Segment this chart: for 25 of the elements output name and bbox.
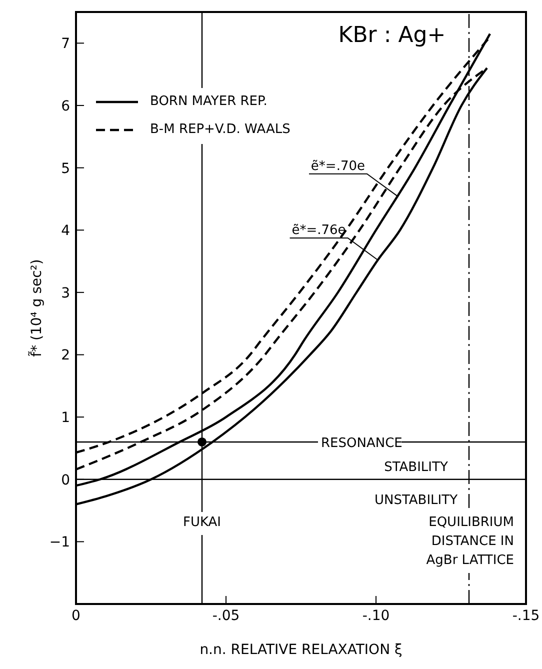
ref-line-label: EQUILIBRIUM DISTANCE IN AgBr LATTICE bbox=[426, 515, 514, 568]
y-tick-label: 4 bbox=[61, 223, 70, 240]
y-tick-label: 0 bbox=[61, 472, 70, 488]
text: KBr : Ag+ bbox=[338, 23, 446, 48]
y-tick-label: −1 bbox=[49, 534, 70, 551]
y-tick-label: 5 bbox=[61, 160, 70, 177]
legend-label: BORN MAYER REP. bbox=[150, 93, 268, 111]
y-tick-label: 1 bbox=[61, 410, 70, 426]
legend-label: B-M REP+V.D. WAALS bbox=[150, 121, 290, 139]
x-tick-label: -.10 bbox=[362, 608, 390, 624]
x-axis-title: n.n. RELATIVE RELAXATION ξ bbox=[200, 642, 402, 658]
y-tick-label: 2 bbox=[61, 348, 70, 364]
y-tick-label: 7 bbox=[61, 36, 70, 52]
annotation: UNSTABILITY bbox=[374, 493, 458, 508]
y-axis-title: f̃* (10⁴ g sec²) bbox=[27, 259, 45, 357]
x-tick-label: -.05 bbox=[212, 608, 240, 624]
y-tick-label: 3 bbox=[61, 285, 70, 302]
annotation: ẽ*=.70e bbox=[310, 158, 365, 174]
y-tick-label: 6 bbox=[61, 98, 70, 114]
annotation: ẽ*=.76e bbox=[292, 223, 346, 238]
ref-line-label: FUKAI bbox=[182, 515, 222, 530]
x-tick-label: 0 bbox=[72, 608, 80, 624]
x-tick-label: -.15 bbox=[512, 608, 540, 624]
ref-line-label: RESONANCE bbox=[321, 436, 402, 451]
annotation: STABILITY bbox=[384, 460, 448, 475]
